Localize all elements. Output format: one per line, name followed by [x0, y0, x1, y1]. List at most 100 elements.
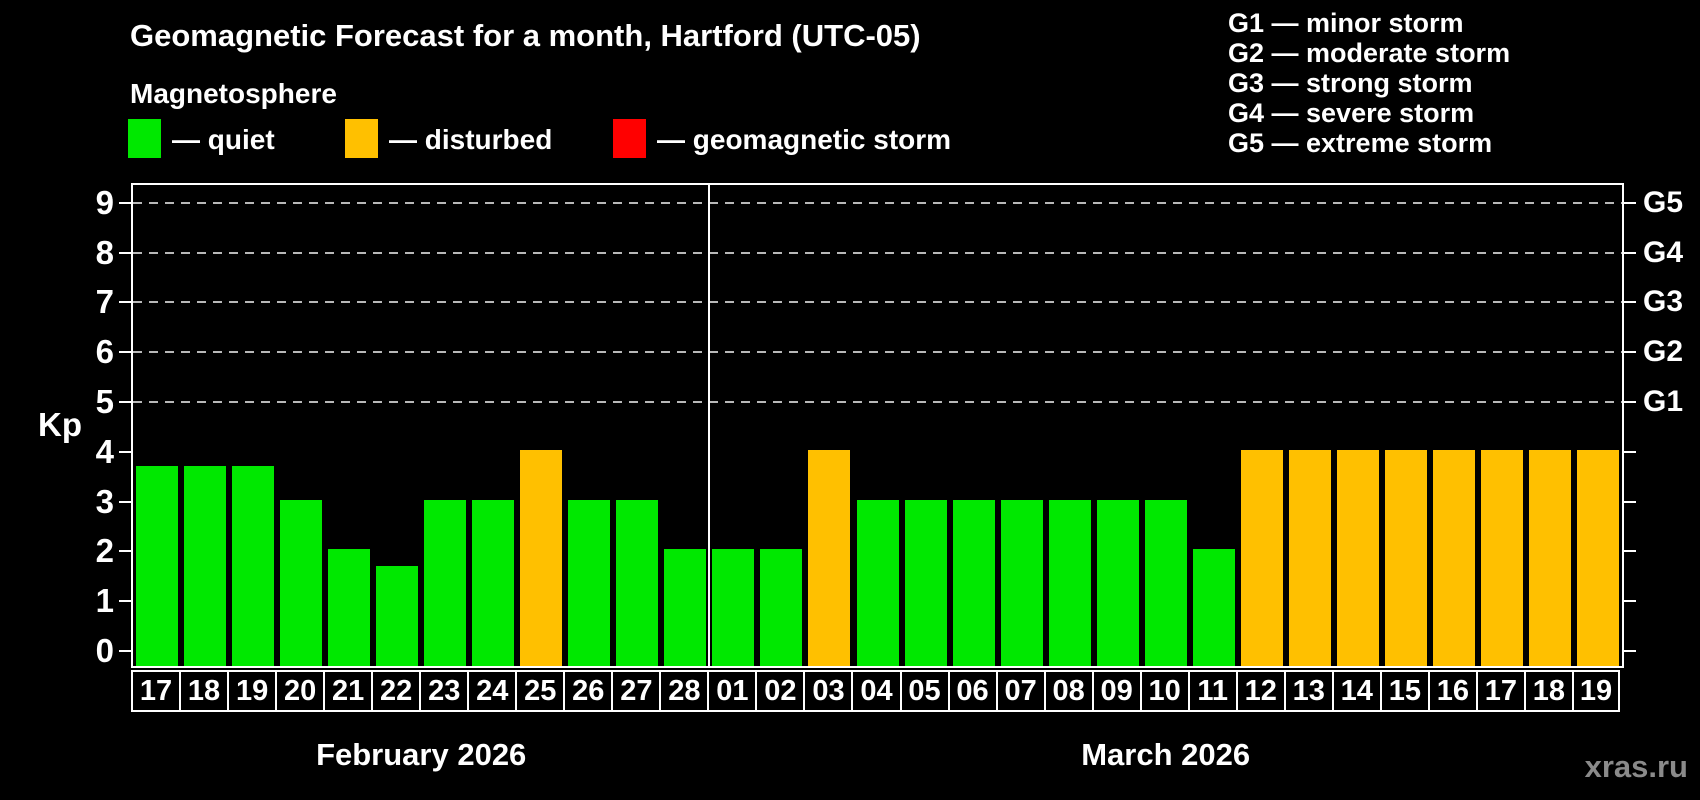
kp-bar: [1048, 499, 1091, 666]
date-cell: 13: [1283, 670, 1332, 712]
y-tick-left: [119, 550, 131, 553]
gridline-kp8: [133, 251, 1622, 254]
date-cell: 03: [803, 670, 852, 712]
y-tick-label: 6: [95, 333, 114, 371]
g-scale-legend: G1 — minor storm G2 — moderate storm G3 — …: [1228, 8, 1510, 158]
y-tick-right: [1624, 550, 1636, 553]
kp-bar: [184, 466, 227, 666]
y-tick-left: [119, 201, 131, 204]
g-legend-line: G4 — severe storm: [1228, 98, 1475, 128]
date-cell: 04: [851, 670, 900, 712]
g-axis-label-g2: G2: [1643, 335, 1684, 369]
g-legend-line: G3 — strong storm: [1228, 68, 1473, 98]
kp-bar: [1192, 549, 1235, 666]
date-cell: 18: [1523, 670, 1572, 712]
date-cell: 27: [611, 670, 660, 712]
kp-bar: [1384, 449, 1427, 666]
month-label: February 2026: [316, 737, 527, 772]
date-cell: 17: [131, 670, 180, 712]
date-cell: 14: [1331, 670, 1380, 712]
date-cell: 02: [755, 670, 804, 712]
date-axis-row: 17 18 19 20 21 22 23 24 25 26 27 28 01 02 03 04 05 06 07 08…: [131, 670, 1620, 712]
date-cell: 07: [995, 670, 1044, 712]
geomagnetic-storm-swatch: [613, 119, 646, 158]
g-legend-line: G5 — extreme storm: [1228, 128, 1493, 158]
magnetosphere-label: Magnetosphere: [130, 78, 337, 109]
date-cell: 05: [899, 670, 948, 712]
y-tick-left: [119, 450, 131, 453]
kp-bar: [712, 549, 755, 666]
kp-bar: [1144, 499, 1187, 666]
quiet-swatch: [128, 119, 161, 158]
kp-bar: [472, 499, 515, 666]
date-cell: 10: [1139, 670, 1188, 712]
kp-bar: [424, 499, 467, 666]
g-axis-label-g3: G3: [1643, 285, 1684, 319]
y-tick-label: 3: [95, 482, 114, 520]
kp-bar: [856, 499, 899, 666]
kp-bar: [952, 499, 995, 666]
kp-bar: [232, 466, 275, 666]
date-cell: 28: [659, 670, 708, 712]
gridline-kp5: [133, 401, 1622, 403]
kp-bar: [1096, 499, 1139, 666]
y-tick-left: [119, 650, 131, 652]
y-tick-right: [1624, 650, 1636, 652]
y-tick-right: [1624, 500, 1636, 503]
date-cell: 21: [323, 670, 372, 712]
kp-bar: [136, 466, 179, 666]
y-tick-right: [1624, 201, 1636, 204]
date-cell: 01: [707, 670, 756, 712]
y-tick-right: [1624, 450, 1636, 453]
y-tick-left: [119, 401, 131, 403]
date-cell: 25: [515, 670, 564, 712]
y-tick-right: [1624, 401, 1636, 403]
watermark: xras.ru: [1584, 749, 1688, 784]
kp-bar: [1480, 449, 1523, 666]
date-cell: 26: [563, 670, 612, 712]
y-tick-label: 7: [95, 283, 114, 321]
month-label: March 2026: [1081, 737, 1251, 772]
kp-bar: [664, 549, 707, 666]
date-cell: 23: [419, 670, 468, 712]
date-cell: 16: [1427, 670, 1476, 712]
y-tick-right: [1624, 351, 1636, 354]
y-tick-right: [1624, 251, 1636, 254]
gridline-kp6: [133, 351, 1622, 354]
kp-bar: [520, 449, 563, 666]
kp-bar: [1000, 499, 1043, 666]
kp-bar: [280, 499, 323, 666]
kp-bar: [904, 499, 947, 666]
kp-bar: [1336, 449, 1379, 666]
y-tick-label: 4: [95, 432, 114, 470]
g-legend-line: G1 — minor storm: [1228, 8, 1464, 38]
g-axis-label-g1: G1: [1643, 385, 1684, 418]
disturbed-label: — disturbed: [389, 124, 553, 155]
kp-bar: [376, 565, 419, 666]
kp-bar: [1240, 449, 1283, 666]
kp-bar: [1288, 449, 1331, 666]
y-tick-left: [119, 251, 131, 254]
month-divider: [708, 185, 711, 666]
y-tick-label: 5: [95, 383, 114, 420]
quiet-label: — quiet: [172, 124, 275, 155]
disturbed-swatch: [345, 119, 378, 158]
y-tick-right: [1624, 301, 1636, 304]
y-tick-label: 8: [95, 233, 114, 271]
y-tick-left: [119, 500, 131, 503]
gridline-kp7: [133, 301, 1622, 304]
y-tick-label: 2: [95, 532, 114, 570]
kp-bar: [568, 499, 611, 666]
g-legend-line: G2 — moderate storm: [1228, 38, 1511, 68]
date-cell: 19: [1571, 670, 1620, 712]
date-cell: 19: [227, 670, 276, 712]
kp-bar: [1528, 449, 1571, 666]
kp-bar: [616, 499, 659, 666]
date-cell: 22: [371, 670, 420, 712]
y-tick-left: [119, 600, 131, 603]
geomagnetic-storm-label: — geomagnetic storm: [657, 124, 952, 155]
date-cell: 18: [179, 670, 228, 712]
y-tick-left: [119, 351, 131, 354]
date-cell: 17: [1475, 670, 1524, 712]
